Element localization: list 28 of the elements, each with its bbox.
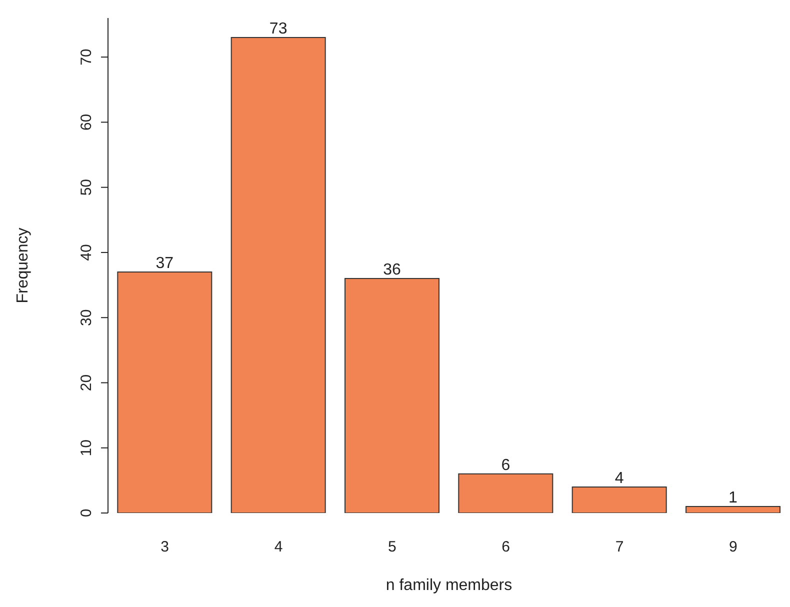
data-label: 37 [156, 255, 174, 272]
y-tick-label: 0 [78, 508, 95, 518]
y-tick-label: 40 [78, 244, 95, 261]
bar [458, 473, 554, 513]
bar [572, 486, 667, 513]
x-tick-label: 5 [388, 538, 396, 556]
data-label: 6 [501, 456, 510, 474]
bar [230, 37, 326, 513]
bar [685, 506, 780, 513]
y-axis-title: Frequency [14, 228, 32, 304]
x-tick-label: 3 [160, 538, 170, 556]
y-tick-label: 20 [78, 374, 95, 392]
data-label: 36 [383, 262, 401, 279]
y-tick-label: 70 [78, 48, 95, 66]
y-tick-label: 60 [78, 114, 95, 131]
x-tick-label: 9 [728, 538, 738, 556]
bar [117, 272, 212, 513]
x-tick-label: 4 [274, 538, 283, 556]
x-tick-label: 6 [502, 538, 510, 556]
y-tick-label: 50 [78, 179, 95, 196]
data-label: 4 [614, 470, 624, 487]
data-label: 1 [728, 489, 738, 506]
y-tick-label: 10 [78, 440, 95, 456]
data-label: 73 [269, 20, 288, 38]
x-axis-title: n family members [386, 577, 512, 594]
y-tick-label: 30 [78, 309, 95, 326]
x-tick-label: 7 [615, 538, 624, 556]
bar [344, 278, 440, 513]
